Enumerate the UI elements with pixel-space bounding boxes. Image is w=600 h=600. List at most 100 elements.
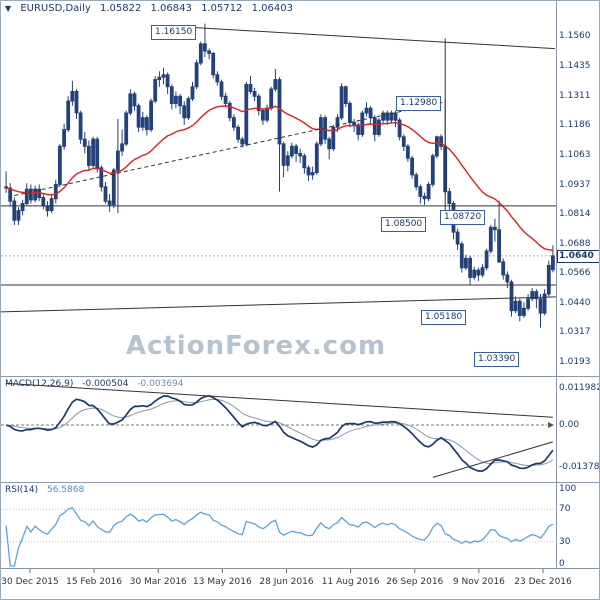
candle-body (219, 81, 224, 97)
watermark: ActionForex.com (125, 331, 387, 361)
price-callout[interactable]: 1.16150 (151, 25, 197, 40)
date-axis-label: 30 Dec 2015 (1, 577, 59, 587)
candle-body (348, 102, 352, 124)
macd-falling-trendline[interactable] (6, 382, 553, 418)
candle-body (319, 117, 323, 145)
price-callout[interactable]: 1.08500 (381, 217, 427, 232)
symbol-dropdown-icon[interactable]: ▼ (5, 4, 12, 13)
candle-body (546, 264, 551, 295)
candle-body (178, 95, 182, 107)
candle-body (385, 112, 390, 121)
candle-body (277, 79, 282, 145)
candle-body (111, 169, 116, 206)
candle-body (203, 43, 207, 52)
rsi-label: RSI(14) (5, 485, 39, 495)
candle-body (360, 112, 365, 135)
candle-body (145, 117, 149, 131)
candle-body (248, 83, 253, 93)
rsi-axis-label: 30 (559, 536, 571, 547)
candle-body (186, 98, 191, 119)
candle-body (252, 91, 257, 97)
candle-body (468, 257, 473, 278)
candle-body (33, 188, 38, 201)
candle-body (153, 79, 158, 102)
candle-body (244, 83, 249, 145)
date-axis-label: 23 Dec 2016 (514, 577, 572, 587)
candle-body (182, 105, 187, 119)
macd-signal-line[interactable] (6, 398, 554, 467)
candle-body (132, 93, 137, 107)
candle-body (476, 269, 481, 276)
macd-value: -0.000504 (82, 379, 129, 389)
macd-rising-trendline[interactable] (432, 441, 554, 478)
long-term-trendline[interactable] (1, 296, 557, 313)
candle-body (397, 119, 402, 138)
candle-body (439, 136, 444, 147)
candle-body (331, 126, 336, 150)
candle-body (335, 117, 340, 128)
candle-body (116, 150, 120, 171)
candle-body (41, 197, 46, 207)
price-axis-label: 1.0566 (559, 268, 591, 278)
candle-body (493, 226, 497, 231)
candle-body (24, 188, 29, 204)
rsi-axis-label: 100 (559, 484, 577, 494)
candlesticks[interactable] (4, 23, 555, 328)
candle-body (74, 91, 79, 114)
zero-line-arrow-icon (548, 422, 554, 428)
candle-body (294, 145, 299, 154)
price-callout[interactable]: 1.12980 (396, 96, 442, 111)
candle-body (53, 183, 58, 200)
candle-body (422, 195, 427, 200)
candle-body (381, 112, 386, 121)
rsi-line[interactable] (5, 507, 554, 567)
candle-body (227, 102, 232, 119)
candle-body (149, 100, 153, 131)
price-callout[interactable]: 1.08720 (440, 210, 486, 225)
date-axis-label: 13 May 2016 (193, 577, 252, 587)
candle-body (120, 143, 124, 152)
price-callout[interactable]: 1.03390 (474, 352, 520, 367)
open-value: 1.05822 (99, 3, 142, 14)
moving-average-line[interactable] (5, 105, 553, 251)
macd-label: MACD(12,26,9) (5, 379, 74, 389)
rising-dashed-trendline[interactable] (14, 101, 446, 197)
candle-body (265, 107, 270, 121)
candle-body (240, 138, 245, 145)
macd-signal-value: -0.003694 (137, 379, 184, 389)
price-axis-label: 1.0688 (559, 239, 591, 249)
candle-body (418, 186, 423, 197)
candle-body (161, 74, 166, 78)
candle-body (310, 172, 315, 176)
candle-body (459, 243, 464, 269)
candle-body (435, 136, 439, 157)
macd-line[interactable] (5, 394, 554, 472)
candle-body (20, 203, 25, 212)
candle-body (406, 145, 410, 159)
candle-body (211, 52, 216, 76)
macd-title-bar: MACD(12,26,9) -0.000504 -0.003694 (5, 379, 190, 389)
candle-body (302, 155, 307, 169)
candle-body (372, 117, 377, 135)
candle-body (157, 76, 162, 81)
candle-body (389, 112, 394, 121)
candle-body (480, 267, 485, 276)
price-axis-label: 1.0937 (559, 179, 591, 190)
rsi-axis-label: 0 (559, 559, 565, 569)
candle-body (534, 291, 539, 300)
macd-axis-label: -0.013780 (559, 462, 600, 473)
candle-body (505, 274, 510, 283)
close-value: 1.06403 (251, 3, 293, 14)
price-callout[interactable]: 1.05180 (421, 310, 467, 325)
date-axis-label: 28 Jun 2016 (259, 577, 314, 587)
rsi-axis-label: 70 (559, 504, 571, 515)
candle-body (140, 117, 145, 128)
candle-body (530, 291, 535, 300)
candle-body (16, 210, 21, 221)
candle-body (58, 145, 62, 185)
candle-body (107, 200, 112, 206)
date-axis-label: 26 Sep 2016 (386, 577, 444, 587)
resistance-trendline[interactable] (167, 25, 556, 50)
